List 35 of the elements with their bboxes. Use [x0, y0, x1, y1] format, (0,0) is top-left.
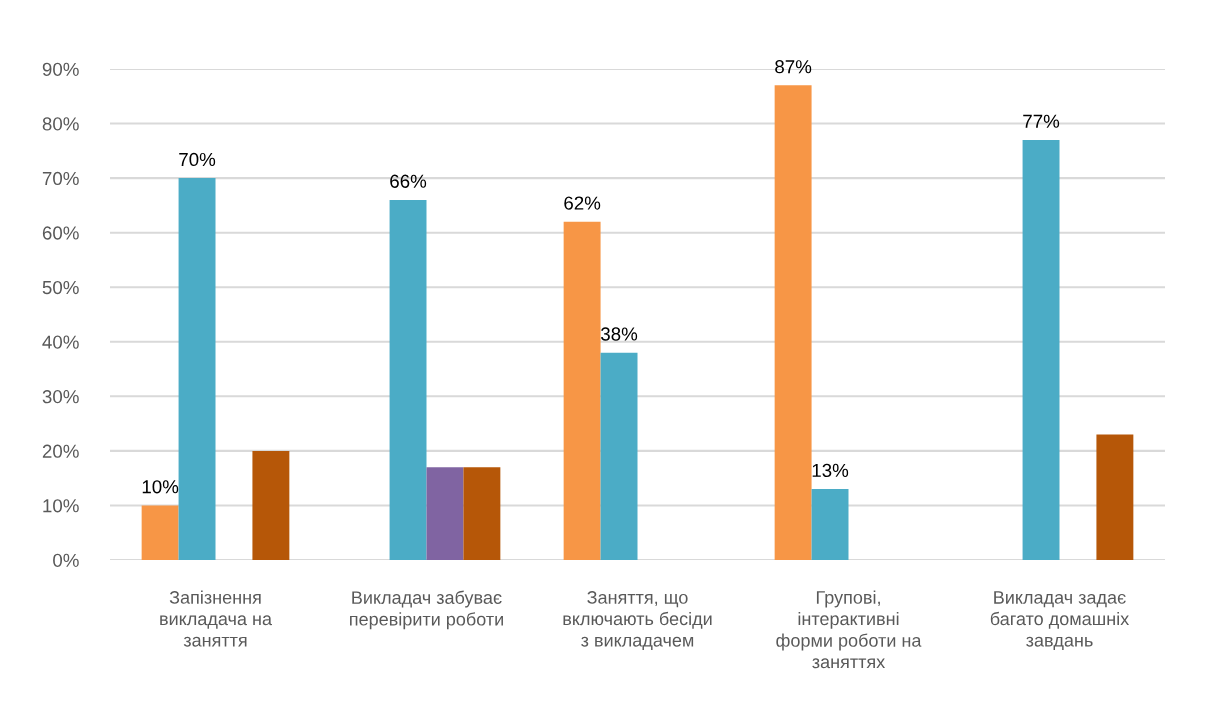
x-tick-label: Заняття, що включають бесіди з викладачем	[563, 591, 712, 651]
y-tick-label: 70%	[42, 171, 79, 186]
data-label: 62%	[564, 196, 601, 210]
data-label: 70%	[179, 152, 216, 167]
y-tick-label: 60%	[42, 226, 79, 240]
bar	[252, 450, 290, 560]
data-label: 66%	[390, 174, 427, 188]
x-tick-label: Групові, інтерактивні форми роботи на заняттях	[776, 590, 922, 669]
y-tick-label: 0%	[53, 553, 79, 567]
bar	[426, 467, 464, 560]
x-tick-label: Викладач забуває перевірити роботи	[350, 590, 503, 630]
bar	[141, 505, 179, 560]
y-tick-label: 50%	[42, 280, 79, 295]
y-tick-label: 40%	[42, 335, 79, 349]
bar	[1022, 139, 1060, 560]
x-tick-label: Викладач задає багато домашніх завдань	[990, 591, 1130, 651]
data-label: 87%	[775, 60, 812, 74]
bar	[463, 467, 501, 560]
bar	[178, 178, 216, 560]
bar	[774, 85, 812, 560]
bar	[600, 352, 638, 560]
data-label: 77%	[1023, 114, 1060, 128]
y-tick-label: 10%	[43, 499, 79, 513]
data-label: 38%	[600, 327, 638, 341]
data-label: 13%	[812, 463, 849, 478]
y-tick-label: 90%	[42, 62, 79, 76]
y-tick-label: 20%	[42, 444, 79, 458]
y-tick-label: 80%	[42, 117, 79, 131]
bar	[389, 199, 427, 560]
y-tick-label: 30%	[42, 390, 79, 404]
data-label: 10%	[142, 480, 179, 494]
bar	[811, 489, 849, 560]
x-tick-label: Запізнення викладача на заняття	[160, 590, 273, 647]
bar	[563, 221, 601, 560]
bar	[1096, 434, 1134, 560]
